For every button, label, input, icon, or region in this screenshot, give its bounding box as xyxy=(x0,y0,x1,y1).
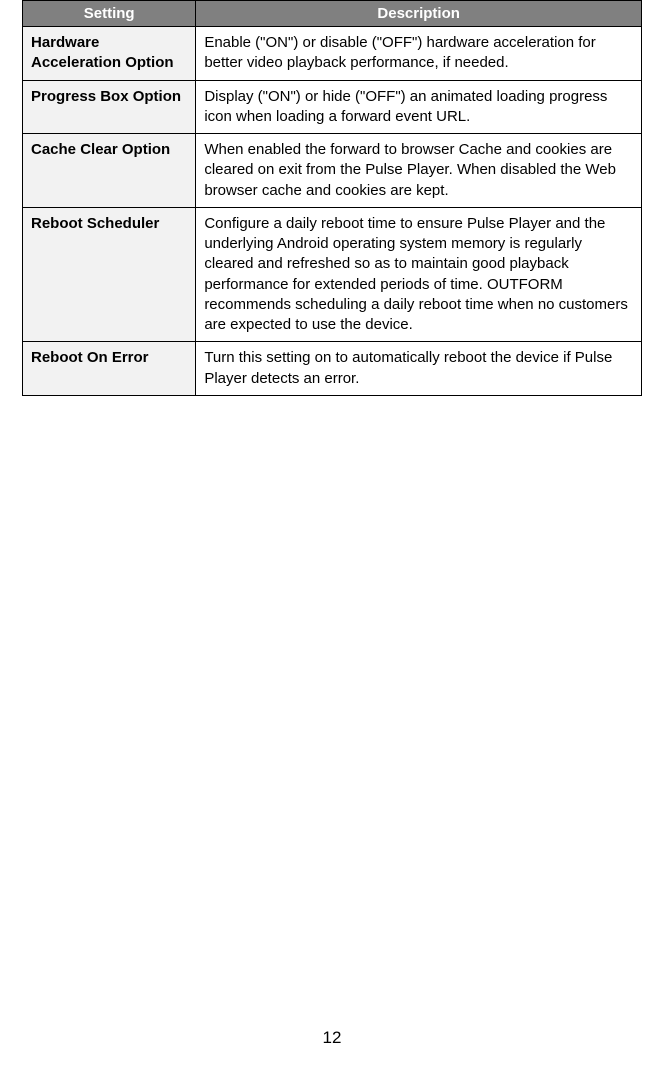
table-row: Reboot On Error Turn this setting on to … xyxy=(23,342,642,396)
table-row: Hardware Acceleration Option Enable ("ON… xyxy=(23,27,642,81)
table-row: Progress Box Option Display ("ON") or hi… xyxy=(23,80,642,134)
settings-table: Setting Description Hardware Acceleratio… xyxy=(22,0,642,396)
setting-description: When enabled the forward to browser Cach… xyxy=(196,134,642,208)
page-number: 12 xyxy=(0,1028,664,1048)
setting-description: Enable ("ON") or disable ("OFF") hardwar… xyxy=(196,27,642,81)
table-header-row: Setting Description xyxy=(23,1,642,27)
setting-name: Cache Clear Option xyxy=(23,134,196,208)
table-row: Cache Clear Option When enabled the forw… xyxy=(23,134,642,208)
setting-name: Reboot Scheduler xyxy=(23,207,196,342)
setting-description: Turn this setting on to automatically re… xyxy=(196,342,642,396)
setting-description: Configure a daily reboot time to ensure … xyxy=(196,207,642,342)
header-description: Description xyxy=(196,1,642,27)
setting-name: Hardware Acceleration Option xyxy=(23,27,196,81)
setting-name: Reboot On Error xyxy=(23,342,196,396)
setting-description: Display ("ON") or hide ("OFF") an animat… xyxy=(196,80,642,134)
table-row: Reboot Scheduler Configure a daily reboo… xyxy=(23,207,642,342)
header-setting: Setting xyxy=(23,1,196,27)
setting-name: Progress Box Option xyxy=(23,80,196,134)
